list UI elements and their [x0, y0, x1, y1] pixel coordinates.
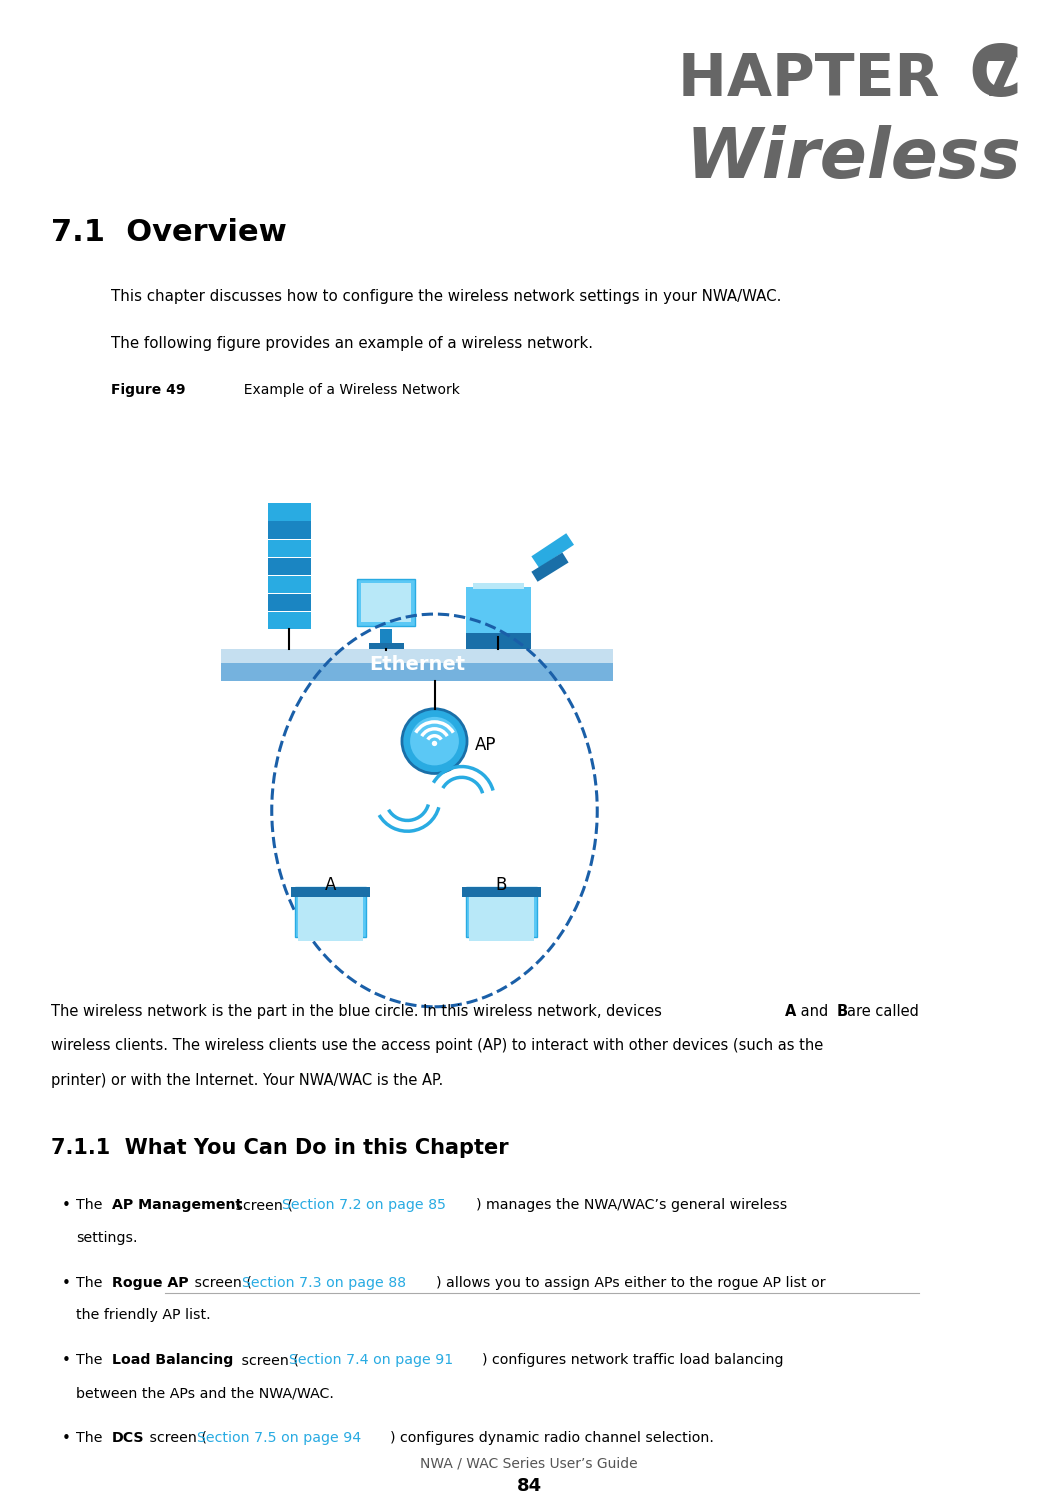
FancyBboxPatch shape [473, 583, 524, 589]
FancyBboxPatch shape [268, 558, 310, 574]
Text: A: A [785, 1004, 797, 1019]
Text: Ethernet: Ethernet [369, 655, 466, 674]
FancyBboxPatch shape [268, 503, 310, 521]
Text: AP: AP [475, 736, 496, 753]
Text: and: and [796, 1004, 833, 1019]
FancyBboxPatch shape [298, 897, 363, 940]
Text: Example of a Wireless Network: Example of a Wireless Network [235, 383, 460, 397]
Text: 7.1.1  What You Can Do in this Chapter: 7.1.1 What You Can Do in this Chapter [51, 1138, 509, 1158]
FancyBboxPatch shape [380, 630, 391, 645]
Text: The: The [76, 1276, 107, 1289]
Circle shape [402, 709, 467, 773]
Circle shape [411, 716, 459, 765]
Text: ) configures network traffic load balancing: ) configures network traffic load balanc… [482, 1353, 784, 1367]
Text: This chapter discusses how to configure the wireless network settings in your NW: This chapter discusses how to configure … [111, 289, 782, 304]
Text: Wireless: Wireless [686, 125, 1021, 192]
FancyBboxPatch shape [361, 583, 412, 622]
Text: •: • [61, 1431, 70, 1446]
Text: screen (: screen ( [145, 1431, 206, 1444]
Text: Rogue AP: Rogue AP [112, 1276, 188, 1289]
Text: •: • [61, 1276, 70, 1291]
Text: screen (: screen ( [237, 1353, 298, 1367]
Text: ) allows you to assign APs either to the rogue AP list or: ) allows you to assign APs either to the… [436, 1276, 825, 1289]
Text: Figure 49: Figure 49 [111, 383, 185, 397]
Polygon shape [531, 533, 574, 568]
FancyBboxPatch shape [466, 633, 531, 656]
Text: A: A [325, 876, 336, 894]
Text: are called: are called [847, 1004, 919, 1019]
Text: Load Balancing: Load Balancing [112, 1353, 234, 1367]
Text: ) manages the NWA/WAC’s general wireless: ) manages the NWA/WAC’s general wireless [476, 1198, 787, 1212]
Text: ) configures dynamic radio channel selection.: ) configures dynamic radio channel selec… [390, 1431, 714, 1444]
FancyBboxPatch shape [221, 664, 613, 680]
FancyBboxPatch shape [221, 649, 613, 680]
FancyBboxPatch shape [268, 522, 310, 539]
Text: Section 7.3 on page 88: Section 7.3 on page 88 [242, 1276, 406, 1289]
Text: Section 7.5 on page 94: Section 7.5 on page 94 [197, 1431, 361, 1444]
Text: •: • [61, 1353, 70, 1368]
Polygon shape [531, 552, 568, 582]
FancyBboxPatch shape [291, 888, 370, 897]
Text: printer) or with the Internet. Your NWA/WAC is the AP.: printer) or with the Internet. Your NWA/… [51, 1073, 443, 1088]
FancyBboxPatch shape [469, 897, 533, 940]
Text: C: C [968, 42, 1021, 110]
FancyBboxPatch shape [368, 643, 403, 649]
Text: The following figure provides an example of a wireless network.: The following figure provides an example… [111, 336, 594, 351]
Text: The: The [76, 1431, 107, 1444]
Text: •: • [61, 1198, 70, 1213]
Text: the friendly AP list.: the friendly AP list. [76, 1308, 211, 1322]
Text: The: The [76, 1198, 107, 1212]
Text: wireless clients. The wireless clients use the access point (AP) to interact wit: wireless clients. The wireless clients u… [51, 1038, 823, 1053]
Text: AP Management: AP Management [112, 1198, 242, 1212]
FancyBboxPatch shape [295, 888, 366, 937]
Text: 84: 84 [516, 1477, 542, 1492]
Text: B: B [495, 876, 507, 894]
FancyBboxPatch shape [268, 612, 310, 630]
FancyBboxPatch shape [268, 594, 310, 612]
Text: The: The [76, 1353, 107, 1367]
Text: screen (: screen ( [190, 1276, 252, 1289]
Text: The wireless network is the part in the blue circle. In this wireless network, d: The wireless network is the part in the … [51, 1004, 667, 1019]
FancyBboxPatch shape [357, 579, 415, 625]
FancyBboxPatch shape [461, 888, 541, 897]
Circle shape [432, 740, 437, 746]
Text: Section 7.2 on page 85: Section 7.2 on page 85 [282, 1198, 446, 1212]
Text: NWA / WAC Series User’s Guide: NWA / WAC Series User’s Guide [420, 1456, 638, 1470]
FancyBboxPatch shape [268, 576, 310, 594]
Text: 7.1  Overview: 7.1 Overview [51, 218, 287, 246]
FancyBboxPatch shape [268, 540, 310, 557]
FancyBboxPatch shape [466, 888, 536, 937]
Text: DCS: DCS [112, 1431, 145, 1444]
FancyBboxPatch shape [466, 588, 531, 642]
Text: screen (: screen ( [231, 1198, 292, 1212]
Text: B: B [837, 1004, 849, 1019]
Text: Section 7.4 on page 91: Section 7.4 on page 91 [289, 1353, 453, 1367]
Text: settings.: settings. [76, 1231, 138, 1244]
Text: between the APs and the NWA/WAC.: between the APs and the NWA/WAC. [76, 1386, 339, 1399]
Text: HAPTER  7: HAPTER 7 [678, 51, 1021, 107]
